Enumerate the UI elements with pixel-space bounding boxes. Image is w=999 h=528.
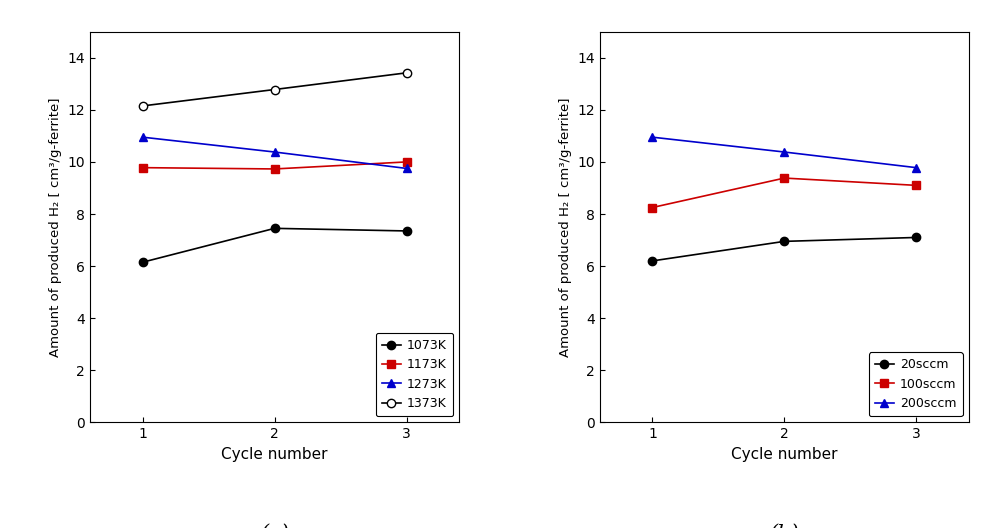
- 1273K: [137, 134, 149, 140]
- X-axis label: Cycle number: Cycle number: [222, 447, 328, 462]
- 1373K: [401, 70, 413, 76]
- Line: 1373K: 1373K: [139, 69, 411, 110]
- 200sccm: [778, 149, 790, 155]
- Text: (b): (b): [769, 524, 799, 528]
- Line: 200sccm: 200sccm: [648, 133, 920, 172]
- 200sccm: [646, 134, 658, 140]
- Line: 1073K: 1073K: [139, 224, 411, 266]
- Line: 1173K: 1173K: [139, 158, 411, 173]
- 20sccm: [778, 238, 790, 244]
- X-axis label: Cycle number: Cycle number: [731, 447, 837, 462]
- 200sccm: [910, 165, 922, 171]
- 1173K: [401, 159, 413, 165]
- 1173K: [137, 165, 149, 171]
- 1373K: [137, 103, 149, 109]
- 1173K: [269, 166, 281, 172]
- 100sccm: [646, 204, 658, 211]
- 1073K: [269, 225, 281, 231]
- Legend: 20sccm, 100sccm, 200sccm: 20sccm, 100sccm, 200sccm: [869, 352, 963, 416]
- 1073K: [137, 259, 149, 266]
- 1273K: [401, 165, 413, 172]
- 1373K: [269, 87, 281, 93]
- Line: 1273K: 1273K: [139, 133, 411, 173]
- Line: 100sccm: 100sccm: [648, 174, 920, 212]
- 20sccm: [910, 234, 922, 241]
- 20sccm: [646, 258, 658, 264]
- Text: (a): (a): [260, 524, 289, 528]
- Legend: 1073K, 1173K, 1273K, 1373K: 1073K, 1173K, 1273K, 1373K: [376, 333, 453, 416]
- Y-axis label: Amount of produced H₂ [ cm³/g-ferrite]: Amount of produced H₂ [ cm³/g-ferrite]: [558, 97, 571, 357]
- 100sccm: [910, 182, 922, 188]
- 1073K: [401, 228, 413, 234]
- 1273K: [269, 149, 281, 155]
- Y-axis label: Amount of produced H₂ [ cm³/g-ferrite]: Amount of produced H₂ [ cm³/g-ferrite]: [49, 97, 62, 357]
- 100sccm: [778, 175, 790, 181]
- Line: 20sccm: 20sccm: [648, 233, 920, 265]
